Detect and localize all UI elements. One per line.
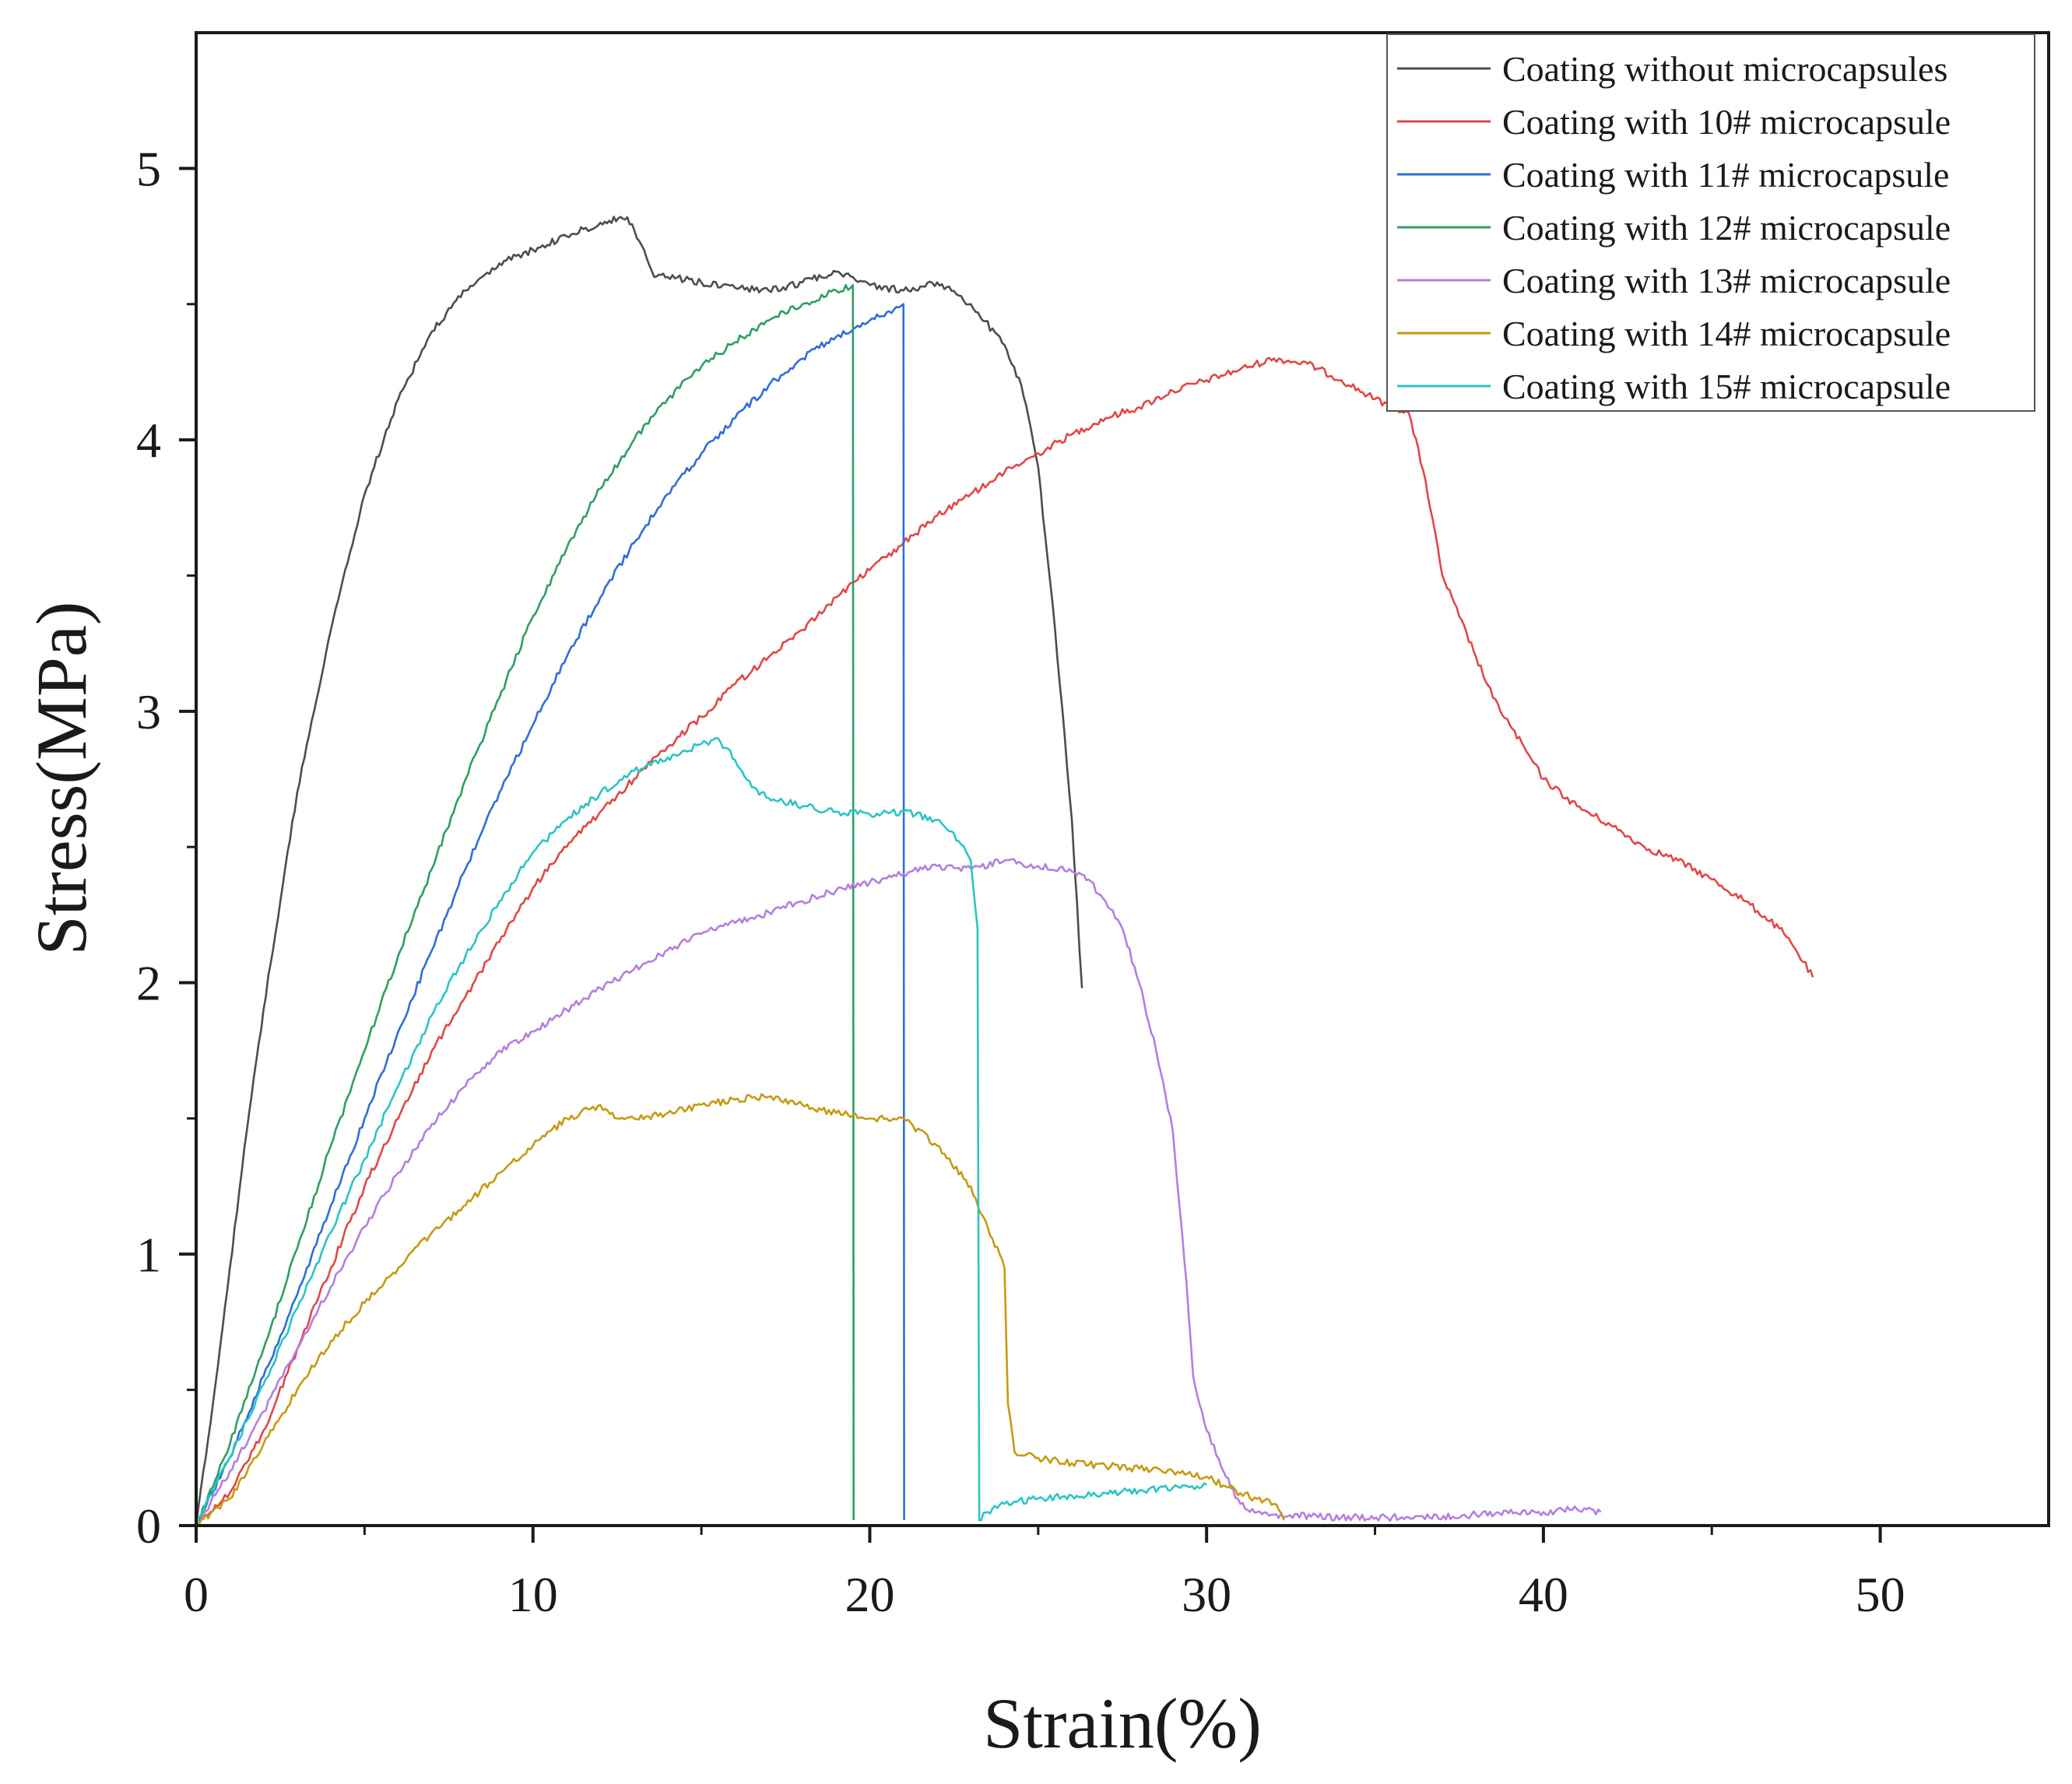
x-tick-label: 0 — [184, 1567, 209, 1622]
y-axis-title: Stress(MPa) — [22, 602, 101, 956]
series-layer — [195, 216, 1814, 1527]
series-line — [195, 736, 1207, 1526]
y-tick-label: 5 — [136, 141, 161, 196]
series-line — [195, 303, 905, 1526]
x-tick-label: 30 — [1182, 1567, 1231, 1622]
y-tick-label: 2 — [136, 956, 161, 1011]
legend: Coating without microcapsules Coating wit… — [1386, 33, 2035, 412]
legend-label: Coating without microcapsules — [1502, 49, 1947, 89]
x-tick-label: 10 — [508, 1567, 558, 1622]
series-line — [195, 858, 1602, 1526]
x-axis-title: Strain(%) — [983, 1684, 1262, 1763]
y-tick-label: 0 — [136, 1498, 161, 1554]
y-tick-label: 4 — [136, 413, 161, 468]
x-tick-label: 50 — [1856, 1567, 1905, 1622]
series-line — [195, 283, 855, 1526]
tick-layer: 0 10 20 30 40 50 0 1 2 3 4 5 — [136, 141, 1905, 1622]
legend-label: Coating with 11# microcapsule — [1502, 155, 1949, 195]
x-tick-label: 40 — [1519, 1567, 1568, 1622]
series-line — [195, 216, 1083, 1526]
legend-label: Coating with 15# microcapsule — [1502, 367, 1951, 406]
legend-items: Coating without microcapsules Coating wit… — [1397, 49, 1951, 406]
legend-box — [1386, 33, 2035, 412]
y-tick-label: 3 — [136, 684, 161, 739]
legend-label: Coating with 13# microcapsule — [1502, 261, 1951, 300]
legend-label: Coating with 12# microcapsule — [1502, 208, 1951, 248]
x-tick-label: 20 — [845, 1567, 894, 1622]
series-line — [195, 356, 1814, 1527]
legend-label: Coating with 14# microcapsule — [1502, 314, 1951, 353]
series-line — [195, 1093, 1285, 1527]
legend-label: Coating with 10# microcapsule — [1502, 102, 1951, 142]
plot-frame — [195, 31, 2050, 1527]
y-tick-label: 1 — [136, 1227, 161, 1282]
